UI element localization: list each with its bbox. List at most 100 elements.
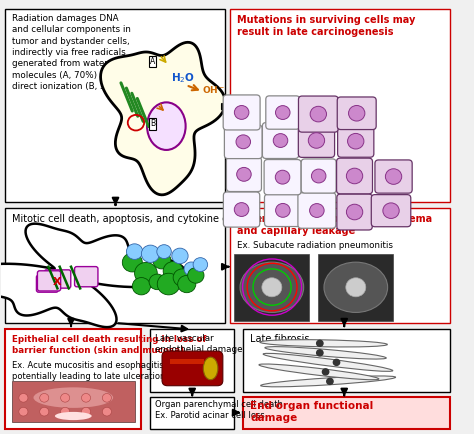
Text: Inflammatory response with edema
and capillary leakage: Inflammatory response with edema and cap… [237, 214, 432, 236]
Polygon shape [100, 42, 225, 195]
Ellipse shape [259, 364, 379, 380]
FancyBboxPatch shape [264, 160, 301, 195]
Circle shape [188, 268, 204, 283]
Circle shape [172, 248, 188, 264]
Circle shape [135, 263, 157, 284]
Circle shape [308, 133, 325, 148]
FancyBboxPatch shape [224, 125, 262, 158]
Text: End organ functional
damage: End organ functional damage [250, 401, 374, 423]
Circle shape [237, 168, 251, 181]
Circle shape [122, 253, 142, 272]
FancyBboxPatch shape [337, 194, 372, 230]
FancyBboxPatch shape [301, 159, 336, 193]
Circle shape [311, 169, 326, 183]
Text: Late fibrosis: Late fibrosis [250, 334, 310, 344]
Circle shape [346, 204, 363, 220]
Bar [230, 10, 450, 202]
Circle shape [327, 378, 333, 385]
FancyBboxPatch shape [266, 96, 300, 129]
Circle shape [317, 350, 323, 356]
Polygon shape [0, 224, 185, 327]
Ellipse shape [260, 340, 387, 347]
Text: Epithelial cell death resulting in loss of
barrier function (skin and mucosa): Epithelial cell death resulting in loss … [12, 335, 206, 355]
Text: Late vascular
endothelial damage: Late vascular endothelial damage [155, 334, 243, 354]
Circle shape [19, 408, 28, 416]
Circle shape [82, 408, 91, 416]
Text: Radiation damages DNA
and cellular components in
tumor and bystander cells,
indi: Radiation damages DNA and cellular compo… [12, 14, 132, 92]
Circle shape [385, 169, 402, 184]
FancyBboxPatch shape [263, 122, 299, 158]
Circle shape [348, 105, 365, 121]
FancyBboxPatch shape [44, 270, 71, 288]
Circle shape [275, 105, 290, 119]
Circle shape [157, 245, 171, 259]
Bar [230, 208, 450, 323]
Bar [150, 397, 235, 429]
Ellipse shape [265, 347, 386, 359]
Circle shape [310, 204, 324, 217]
Circle shape [141, 245, 160, 263]
Circle shape [132, 278, 150, 295]
Circle shape [163, 262, 183, 281]
Circle shape [317, 340, 323, 346]
Ellipse shape [147, 102, 186, 150]
Circle shape [273, 134, 288, 148]
Text: Ex. Acute mucositis and esophagitis
potentially leading to late ulceration: Ex. Acute mucositis and esophagitis pote… [12, 361, 165, 381]
Circle shape [234, 105, 249, 119]
Circle shape [184, 262, 199, 276]
FancyBboxPatch shape [298, 124, 335, 158]
FancyBboxPatch shape [227, 157, 262, 191]
Ellipse shape [203, 357, 218, 380]
Circle shape [157, 273, 180, 295]
Ellipse shape [324, 262, 388, 312]
Text: A: A [150, 57, 155, 66]
Ellipse shape [55, 412, 91, 420]
Circle shape [275, 170, 290, 184]
Circle shape [149, 274, 165, 289]
Text: X: X [53, 277, 62, 287]
Circle shape [234, 203, 249, 217]
Text: Ex. Subacute radiation pneumonitis: Ex. Subacute radiation pneumonitis [237, 241, 392, 250]
Circle shape [310, 106, 327, 122]
FancyBboxPatch shape [37, 271, 61, 291]
Bar [244, 397, 450, 429]
Circle shape [153, 252, 171, 269]
FancyBboxPatch shape [223, 95, 260, 130]
Circle shape [383, 203, 399, 218]
Circle shape [61, 394, 70, 402]
Circle shape [127, 244, 143, 260]
Circle shape [275, 204, 290, 217]
Circle shape [322, 369, 329, 375]
Ellipse shape [263, 353, 393, 372]
Circle shape [178, 276, 196, 293]
Text: OH$^-$: OH$^-$ [202, 84, 225, 95]
Circle shape [346, 168, 363, 184]
FancyBboxPatch shape [298, 193, 336, 228]
Ellipse shape [261, 376, 396, 387]
Bar [12, 381, 135, 422]
Text: Organ parenchymal cell death
Ex. Parotid acinar cell loss: Organ parenchymal cell death Ex. Parotid… [155, 400, 283, 420]
Circle shape [40, 408, 49, 416]
FancyBboxPatch shape [337, 158, 373, 194]
Circle shape [347, 133, 364, 149]
Circle shape [346, 278, 366, 297]
Circle shape [61, 408, 70, 416]
Bar [5, 208, 225, 323]
Circle shape [173, 269, 191, 286]
Circle shape [40, 394, 49, 402]
Circle shape [102, 408, 111, 416]
Circle shape [102, 394, 111, 402]
Circle shape [193, 258, 208, 272]
FancyBboxPatch shape [371, 194, 411, 227]
Bar [5, 329, 141, 429]
Bar [5, 10, 225, 202]
FancyBboxPatch shape [162, 351, 223, 386]
Text: B: B [150, 119, 155, 128]
FancyBboxPatch shape [264, 194, 301, 227]
FancyBboxPatch shape [375, 160, 412, 193]
Ellipse shape [240, 262, 304, 312]
FancyBboxPatch shape [337, 125, 374, 157]
Circle shape [262, 278, 282, 297]
Bar [244, 329, 450, 392]
Bar [319, 254, 393, 321]
